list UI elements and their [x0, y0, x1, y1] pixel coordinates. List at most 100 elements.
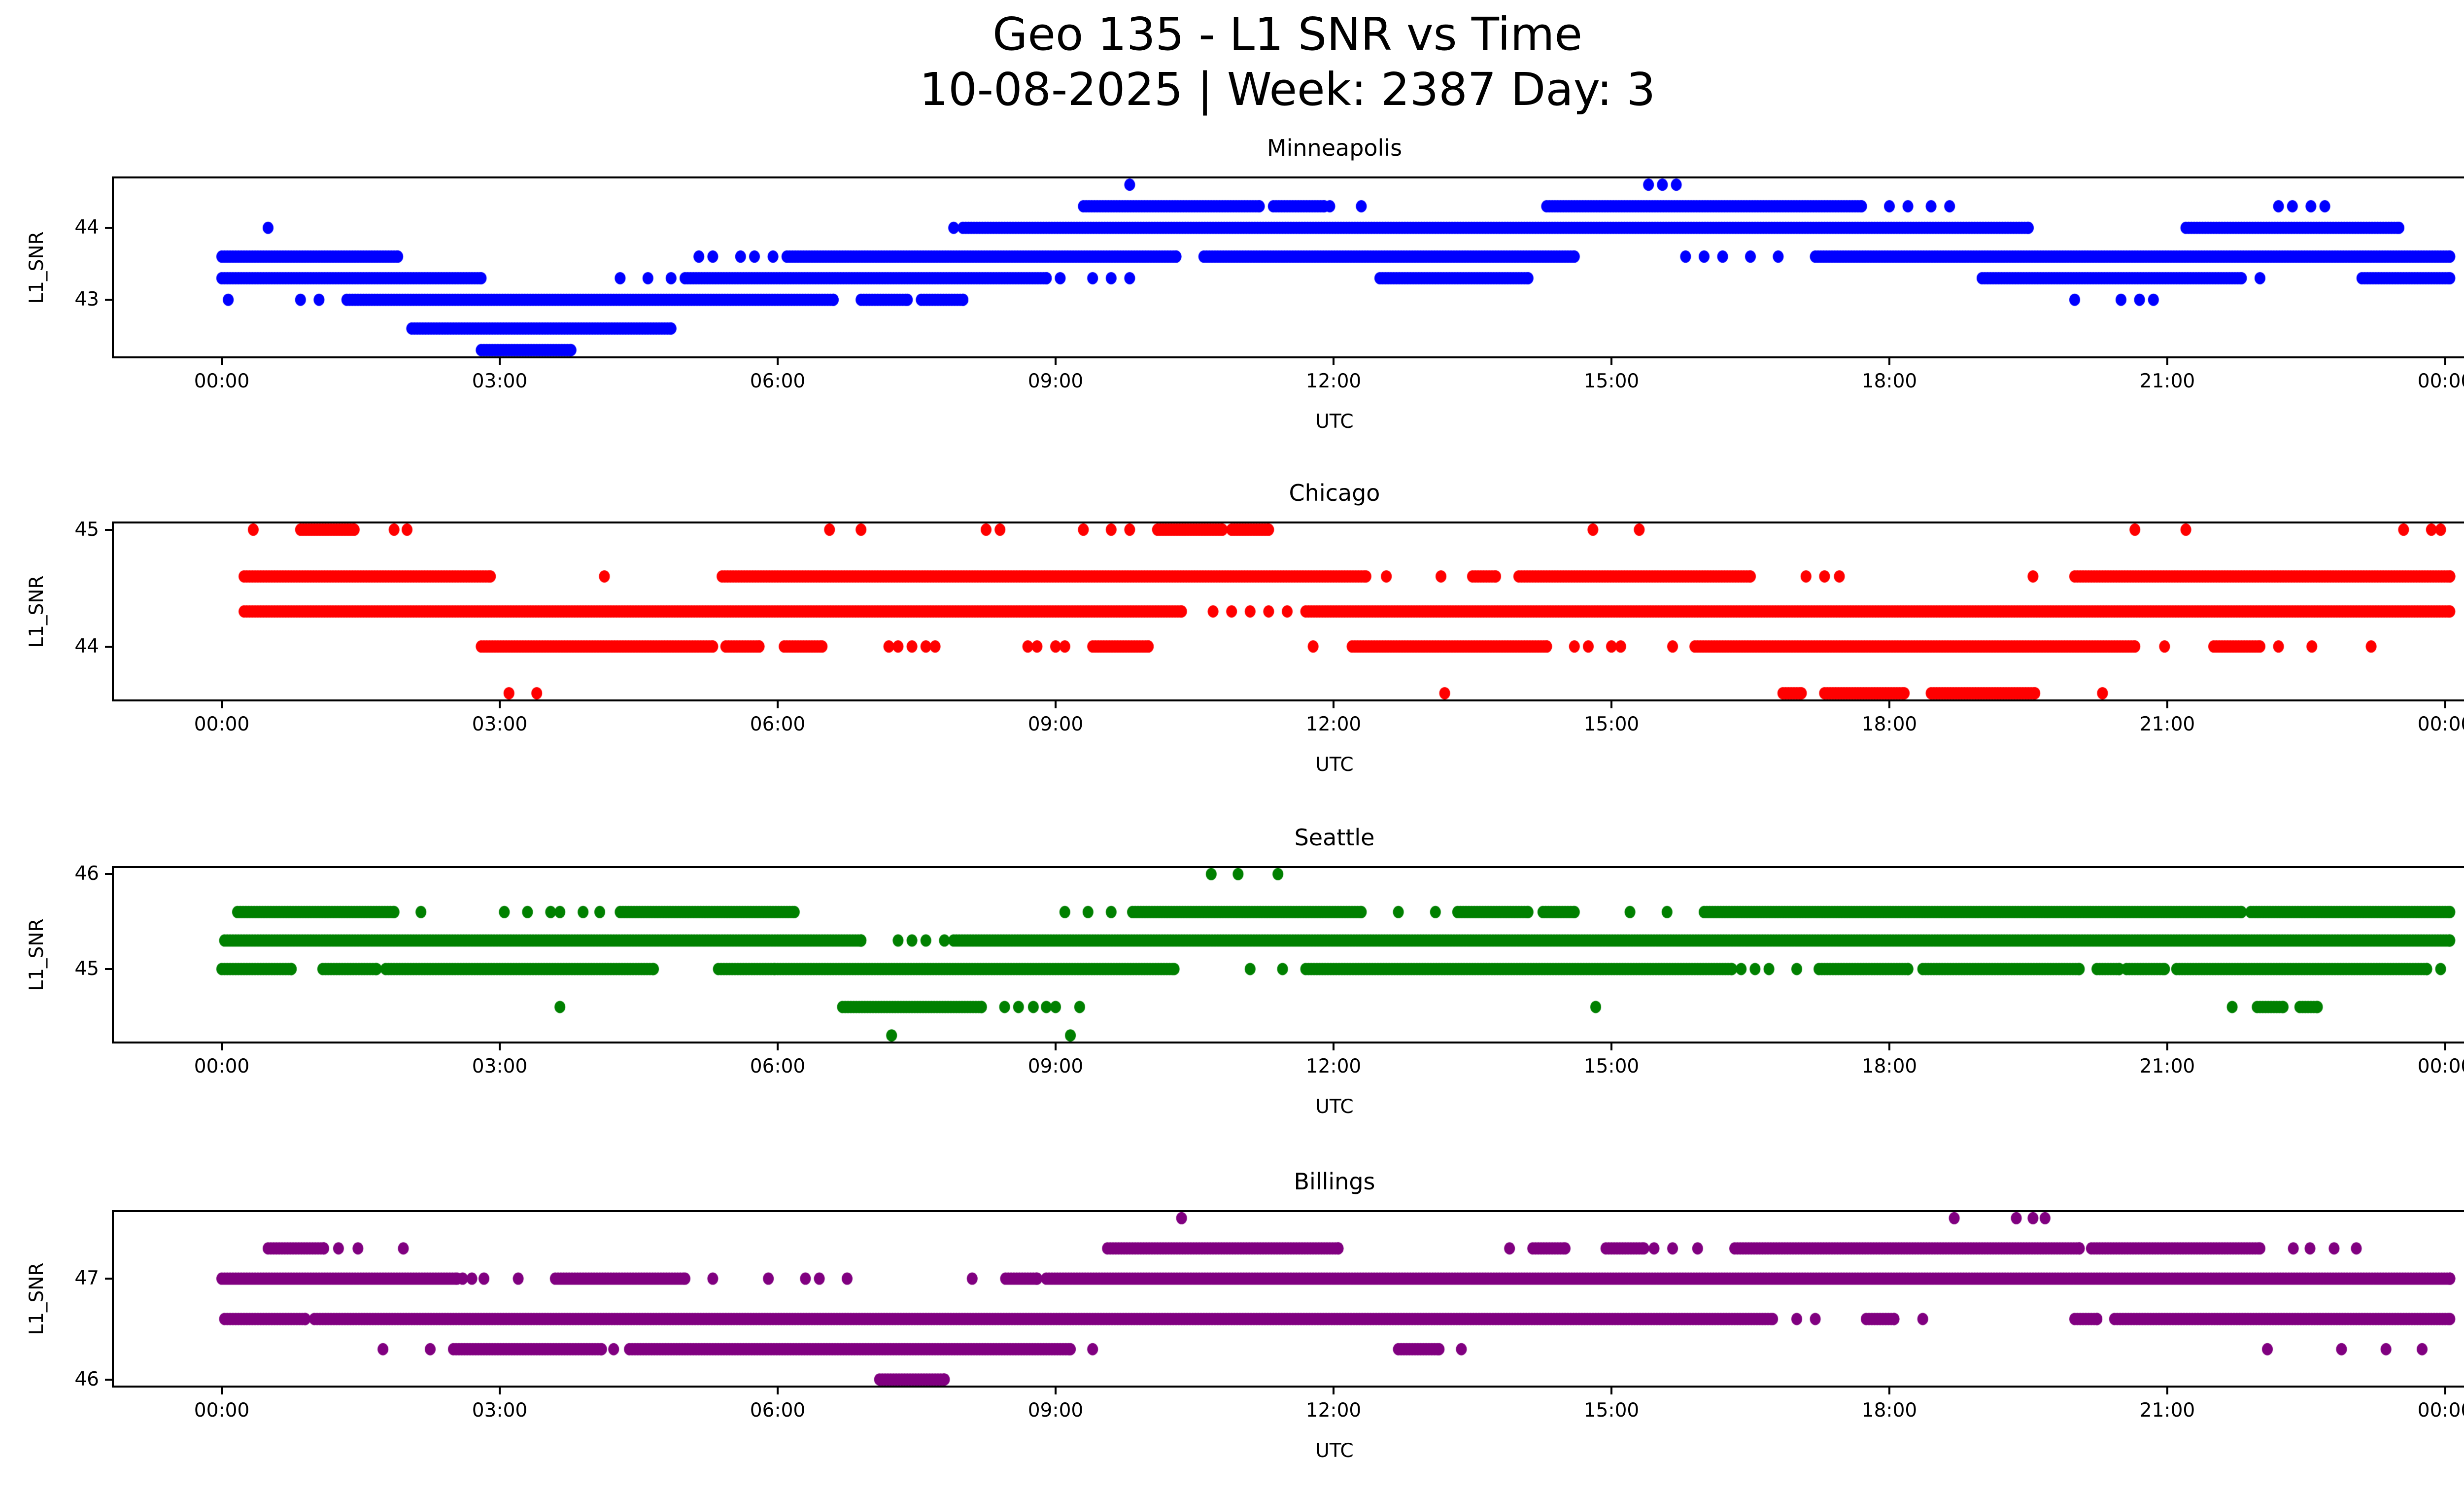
x-tick-label: 06:00 — [750, 1055, 806, 1078]
x-tick-mark — [1610, 701, 1612, 708]
x-tick-label: 18:00 — [1861, 713, 1917, 735]
x-tick-label: 18:00 — [1861, 1055, 1917, 1078]
x-tick-mark — [1333, 1388, 1335, 1394]
x-tick-mark — [221, 1043, 223, 1050]
x-tick-label: 00:00 — [2417, 370, 2464, 392]
x-tick-mark — [1610, 1388, 1612, 1394]
x-tick-label: 03:00 — [472, 370, 528, 392]
y-tick-mark — [105, 645, 112, 648]
x-tick-label: 03:00 — [472, 1055, 528, 1078]
scatter-canvas-seattle — [114, 868, 2464, 1042]
x-axis-label-seattle: UTC — [1315, 1096, 1354, 1118]
x-tick-mark — [499, 1388, 501, 1394]
y-tick-mark — [105, 528, 112, 531]
x-tick-mark — [777, 701, 779, 708]
x-tick-label: 12:00 — [1305, 1055, 1362, 1078]
x-tick-mark — [221, 358, 223, 365]
x-tick-label: 00:00 — [194, 1399, 250, 1422]
y-tick-mark — [105, 1378, 112, 1381]
x-axis-label-chicago: UTC — [1315, 754, 1354, 776]
figure-title: Geo 135 - L1 SNR vs Time 10-08-2025 | We… — [0, 7, 2464, 117]
y-axis-label-billings: L1_SNR — [26, 1262, 48, 1335]
x-tick-label: 21:00 — [2139, 1399, 2195, 1422]
x-tick-label: 06:00 — [750, 370, 806, 392]
x-tick-label: 21:00 — [2139, 370, 2195, 392]
y-tick-mark — [105, 1278, 112, 1280]
y-tick-mark — [105, 873, 112, 875]
x-tick-label: 06:00 — [750, 713, 806, 735]
x-tick-mark — [777, 358, 779, 365]
y-tick-label: 44 — [74, 635, 99, 658]
figure-title-line2: 10-08-2025 | Week: 2387 Day: 3 — [919, 63, 1656, 116]
x-tick-label: 15:00 — [1583, 370, 1640, 392]
y-axis-label-minneapolis: L1_SNR — [26, 231, 48, 304]
x-tick-mark — [2444, 1043, 2446, 1050]
y-axis-label-seattle: L1_SNR — [26, 918, 48, 991]
figure-title-line1: Geo 135 - L1 SNR vs Time — [992, 8, 1582, 61]
x-tick-mark — [1888, 358, 1890, 365]
x-tick-mark — [1055, 1388, 1057, 1394]
x-tick-label: 09:00 — [1027, 713, 1084, 735]
scatter-canvas-billings — [114, 1212, 2464, 1386]
x-tick-label: 12:00 — [1305, 713, 1362, 735]
x-tick-label: 12:00 — [1305, 1399, 1362, 1422]
x-tick-mark — [499, 358, 501, 365]
x-axis-label-minneapolis: UTC — [1315, 411, 1354, 433]
x-tick-label: 21:00 — [2139, 1055, 2195, 1078]
x-tick-mark — [499, 1043, 501, 1050]
x-tick-label: 15:00 — [1583, 1399, 1640, 1422]
y-tick-label: 45 — [74, 957, 99, 980]
x-tick-mark — [1055, 701, 1057, 708]
subplot-title-minneapolis: Minneapolis — [1266, 135, 1403, 161]
y-tick-label: 47 — [74, 1267, 99, 1290]
y-tick-mark — [105, 968, 112, 970]
x-tick-label: 09:00 — [1027, 1399, 1084, 1422]
y-tick-label: 46 — [74, 1368, 99, 1391]
x-tick-mark — [2444, 358, 2446, 365]
subplot-title-seattle: Seattle — [1294, 824, 1375, 851]
x-tick-label: 18:00 — [1861, 370, 1917, 392]
y-tick-label: 43 — [74, 288, 99, 311]
x-tick-mark — [499, 701, 501, 708]
x-tick-mark — [1333, 701, 1335, 708]
x-tick-label: 06:00 — [750, 1399, 806, 1422]
y-tick-label: 45 — [74, 518, 99, 541]
subplot-title-billings: Billings — [1294, 1168, 1375, 1195]
x-tick-mark — [2166, 358, 2168, 365]
x-tick-mark — [2444, 701, 2446, 708]
x-tick-mark — [221, 701, 223, 708]
y-tick-mark — [105, 299, 112, 301]
x-tick-mark — [2166, 1388, 2168, 1394]
x-axis-label-billings: UTC — [1315, 1440, 1354, 1462]
x-tick-label: 00:00 — [194, 713, 250, 735]
x-tick-mark — [221, 1388, 223, 1394]
x-tick-mark — [1888, 1388, 1890, 1394]
y-axis-label-chicago: L1_SNR — [26, 575, 48, 648]
x-tick-mark — [1333, 358, 1335, 365]
x-tick-label: 00:00 — [194, 1055, 250, 1078]
x-tick-label: 21:00 — [2139, 713, 2195, 735]
x-tick-mark — [1055, 358, 1057, 365]
x-tick-mark — [1610, 358, 1612, 365]
x-tick-label: 09:00 — [1027, 1055, 1084, 1078]
x-tick-mark — [2166, 701, 2168, 708]
x-tick-label: 00:00 — [2417, 713, 2464, 735]
x-tick-mark — [2166, 1043, 2168, 1050]
x-tick-mark — [1610, 1043, 1612, 1050]
x-tick-label: 03:00 — [472, 713, 528, 735]
x-tick-mark — [1888, 1043, 1890, 1050]
x-tick-label: 00:00 — [2417, 1399, 2464, 1422]
x-tick-label: 15:00 — [1583, 713, 1640, 735]
x-tick-mark — [1055, 1043, 1057, 1050]
subplot-title-chicago: Chicago — [1289, 480, 1380, 506]
x-tick-mark — [777, 1388, 779, 1394]
y-tick-mark — [105, 227, 112, 229]
x-tick-label: 00:00 — [194, 370, 250, 392]
x-tick-mark — [777, 1043, 779, 1050]
x-tick-mark — [2444, 1388, 2446, 1394]
x-tick-label: 12:00 — [1305, 370, 1362, 392]
x-tick-label: 03:00 — [472, 1399, 528, 1422]
x-tick-label: 09:00 — [1027, 370, 1084, 392]
scatter-canvas-minneapolis — [114, 178, 2464, 356]
x-tick-label: 15:00 — [1583, 1055, 1640, 1078]
